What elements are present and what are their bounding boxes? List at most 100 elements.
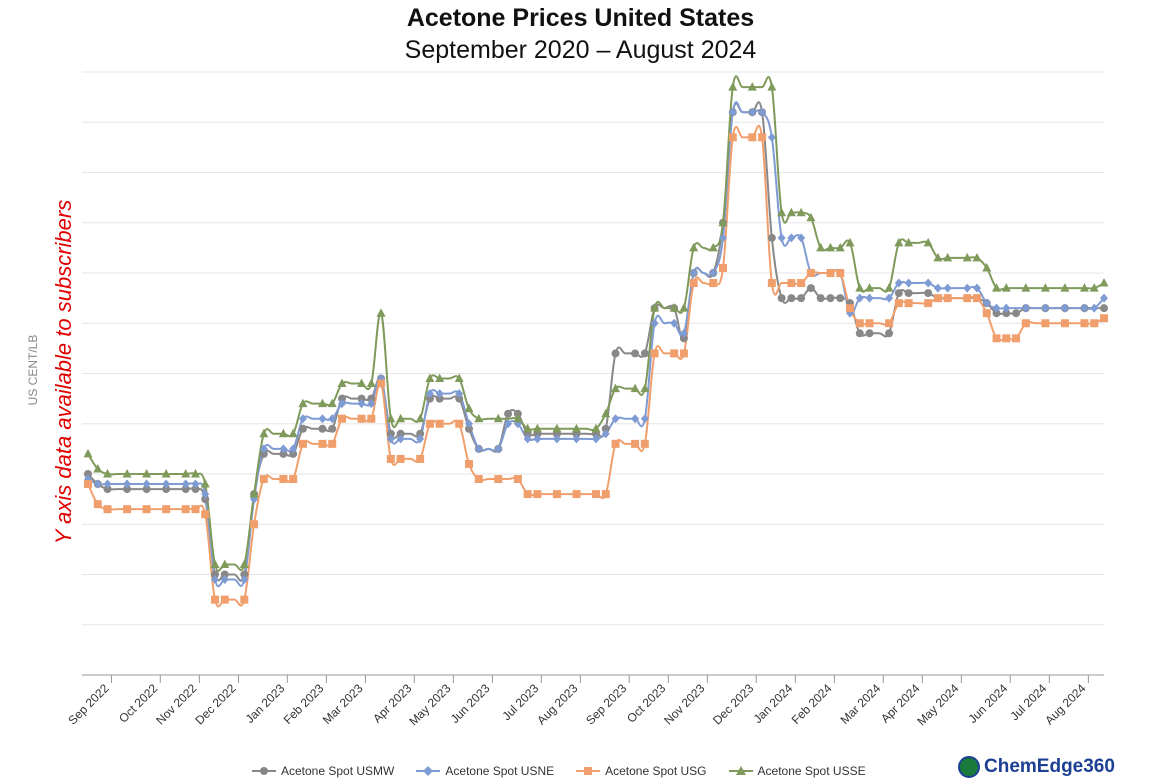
data-point xyxy=(640,349,649,358)
legend-item[interactable]: Acetone Spot USSE xyxy=(728,764,866,778)
legend-item[interactable]: Acetone Spot USNE xyxy=(416,764,554,778)
data-point xyxy=(1021,283,1031,292)
data-point xyxy=(1021,303,1030,313)
data-point xyxy=(806,284,815,293)
data-point xyxy=(1080,303,1089,313)
data-point xyxy=(386,429,395,438)
data-point xyxy=(181,469,191,478)
data-point xyxy=(826,269,835,277)
x-tick-label: Sep 2022 xyxy=(65,681,111,727)
data-point xyxy=(885,329,894,338)
data-point xyxy=(494,444,503,454)
data-point xyxy=(338,414,346,423)
data-point xyxy=(201,489,210,499)
data-point xyxy=(835,242,845,252)
data-point xyxy=(992,334,1001,343)
data-point xyxy=(142,469,152,478)
data-point xyxy=(796,207,806,217)
data-point xyxy=(1100,304,1108,313)
data-point xyxy=(416,429,425,438)
data-point xyxy=(211,595,219,604)
chart-subtitle: September 2020 – August 2024 xyxy=(404,36,757,64)
data-point xyxy=(211,570,219,579)
data-point xyxy=(1079,283,1089,292)
data-point xyxy=(679,349,688,358)
data-point xyxy=(885,319,894,328)
data-point xyxy=(992,283,1002,292)
data-point xyxy=(474,413,484,423)
data-point xyxy=(201,510,210,519)
data-point xyxy=(767,132,776,142)
data-point xyxy=(924,299,933,308)
data-point xyxy=(679,328,688,338)
legend: Acetone Spot USMW Acetone Spot USNE Acet… xyxy=(252,764,866,778)
x-tick-label: Aug 2023 xyxy=(534,681,580,727)
data-point xyxy=(1021,319,1030,328)
data-point xyxy=(435,394,444,403)
series-line xyxy=(87,124,1105,608)
data-point xyxy=(1060,283,1070,292)
data-point xyxy=(816,242,826,252)
data-point xyxy=(836,294,845,303)
data-point xyxy=(523,490,532,499)
data-point xyxy=(454,373,464,383)
data-point xyxy=(279,475,288,484)
data-point xyxy=(123,479,132,489)
data-point xyxy=(670,349,679,358)
data-point xyxy=(709,268,718,278)
data-point xyxy=(465,424,473,433)
data-point xyxy=(327,398,337,408)
data-point xyxy=(904,299,913,308)
data-point xyxy=(601,490,610,499)
data-point xyxy=(455,419,464,428)
data-point xyxy=(904,278,913,288)
data-point xyxy=(894,237,904,247)
data-point xyxy=(239,559,249,568)
data-point xyxy=(504,409,513,418)
data-point xyxy=(571,423,581,433)
data-point xyxy=(298,414,307,424)
data-point xyxy=(200,479,210,488)
data-point xyxy=(220,559,230,568)
data-point xyxy=(718,217,728,227)
data-point xyxy=(279,449,288,458)
data-point xyxy=(845,237,855,247)
data-point xyxy=(855,283,865,292)
legend-label: Acetone Spot USG xyxy=(605,764,707,778)
data-point xyxy=(513,409,522,418)
data-point xyxy=(1002,303,1011,313)
data-point xyxy=(1080,319,1089,328)
data-point xyxy=(1001,283,1011,292)
data-point xyxy=(396,454,405,463)
data-point xyxy=(122,469,132,478)
data-point xyxy=(748,107,757,117)
data-point xyxy=(865,319,874,328)
data-point xyxy=(396,429,405,438)
data-point xyxy=(943,252,953,262)
data-point xyxy=(767,233,776,242)
data-point xyxy=(425,373,435,383)
legend-item[interactable]: Acetone Spot USMW xyxy=(252,764,394,778)
data-point xyxy=(367,394,376,403)
data-point xyxy=(592,434,600,444)
x-tick-label: Jan 2024 xyxy=(751,681,796,726)
data-point xyxy=(963,294,972,303)
data-point xyxy=(191,479,200,489)
data-point xyxy=(933,283,942,293)
x-tick-label: Jun 2024 xyxy=(966,681,1011,726)
data-point xyxy=(259,428,269,438)
data-point xyxy=(855,319,864,328)
data-point xyxy=(288,428,298,438)
data-point xyxy=(455,394,464,403)
data-point xyxy=(797,233,806,243)
data-point xyxy=(181,485,190,494)
data-point xyxy=(728,133,737,142)
data-point xyxy=(84,470,92,478)
globe-icon xyxy=(958,756,980,778)
legend-item[interactable]: Acetone Spot USG xyxy=(576,764,707,778)
data-point xyxy=(357,394,366,403)
legend-marker-square xyxy=(576,767,601,775)
data-point xyxy=(220,570,229,579)
data-point xyxy=(396,434,405,444)
data-point xyxy=(142,485,151,494)
